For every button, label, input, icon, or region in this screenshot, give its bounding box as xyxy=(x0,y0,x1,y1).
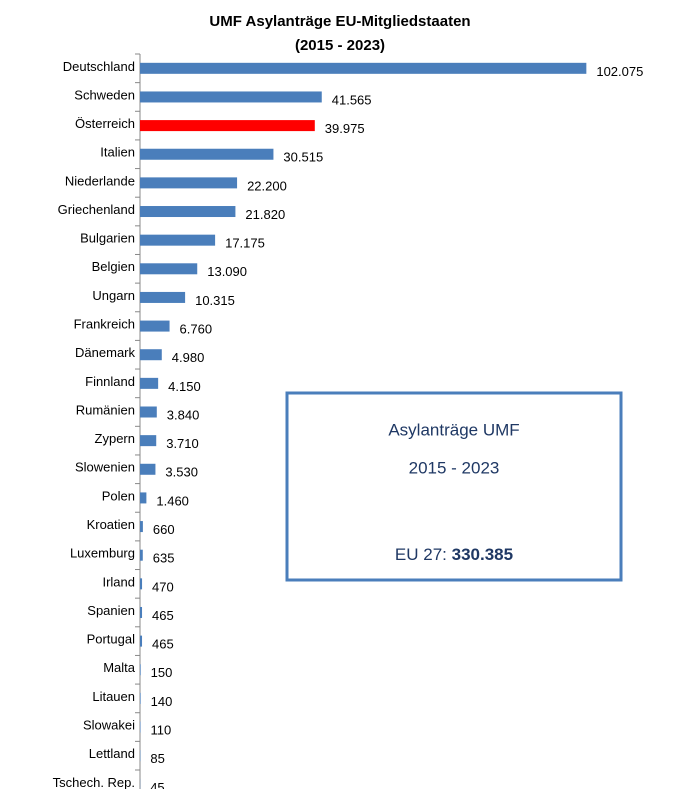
value-label: 17.175 xyxy=(225,236,265,251)
category-label: Finnland xyxy=(85,374,135,389)
bar xyxy=(140,606,143,618)
category-label: Polen xyxy=(102,488,135,503)
bar xyxy=(140,578,143,590)
value-label: 3.840 xyxy=(167,407,200,422)
chart-subtitle: (2015 - 2023) xyxy=(295,37,385,54)
value-label: 140 xyxy=(151,694,173,709)
category-label: Dänemark xyxy=(75,345,135,360)
bar xyxy=(140,148,274,160)
value-label: 1.460 xyxy=(156,493,189,508)
value-label: 39.975 xyxy=(325,121,365,136)
value-label: 10.315 xyxy=(195,293,235,308)
bar xyxy=(140,692,141,704)
value-label: 6.760 xyxy=(180,322,213,337)
category-label: Slowakei xyxy=(83,717,135,732)
annotation-box xyxy=(285,391,623,582)
value-label: 41.565 xyxy=(332,92,372,107)
chart-title: UMF Asylanträge EU-Mitgliedstaaten xyxy=(209,13,470,30)
category-label: Zypern xyxy=(95,431,135,446)
bar xyxy=(140,62,587,74)
category-label: Belgien xyxy=(92,259,135,274)
category-label: Ungarn xyxy=(92,288,135,303)
category-label: Irland xyxy=(102,574,135,589)
category-label: Tschech. Rep. xyxy=(53,775,135,789)
bar xyxy=(140,492,147,504)
category-label: Malta xyxy=(103,660,136,675)
category-label: Griechenland xyxy=(58,202,135,217)
value-label: 3.530 xyxy=(165,465,198,480)
value-label: 4.980 xyxy=(172,350,205,365)
category-label: Niederlande xyxy=(65,173,135,188)
annotation-line: 2015 - 2023 xyxy=(409,458,500,477)
value-label: 470 xyxy=(152,579,174,594)
value-label: 110 xyxy=(150,722,171,737)
value-label: 30.515 xyxy=(283,150,323,165)
category-label: Kroatien xyxy=(87,517,135,532)
value-label: 465 xyxy=(152,608,174,623)
value-label: 635 xyxy=(153,551,175,566)
category-label: Frankreich xyxy=(74,317,135,332)
bar xyxy=(140,91,322,103)
bar xyxy=(140,177,238,189)
bar xyxy=(140,234,216,246)
category-label: Slowenien xyxy=(75,460,135,475)
value-label: 13.090 xyxy=(207,264,247,279)
value-label: 660 xyxy=(153,522,175,537)
bar xyxy=(140,320,170,332)
bar xyxy=(140,435,157,447)
category-label: Spanien xyxy=(87,603,135,618)
bar xyxy=(140,521,143,533)
bar xyxy=(140,463,156,475)
value-label: 102.075 xyxy=(596,64,643,79)
value-label: 21.820 xyxy=(245,207,285,222)
category-label: Schweden xyxy=(74,87,135,102)
annotation-label: EU 27: xyxy=(395,545,452,564)
value-label: 4.150 xyxy=(168,379,201,394)
value-label: 45 xyxy=(150,780,164,789)
category-label: Litauen xyxy=(92,689,135,704)
bar xyxy=(140,120,315,132)
bar xyxy=(140,377,159,389)
value-label: 150 xyxy=(151,665,173,680)
annotation-total: EU 27: 330.385 xyxy=(395,545,513,564)
bar xyxy=(140,349,162,361)
value-label: 3.710 xyxy=(166,436,199,451)
bar xyxy=(140,206,236,218)
bar xyxy=(140,291,186,303)
value-label: 22.200 xyxy=(247,178,287,193)
bar xyxy=(140,664,141,676)
value-label: 465 xyxy=(152,637,174,652)
bar xyxy=(140,635,143,647)
bar xyxy=(140,406,157,418)
value-label: 85 xyxy=(150,751,164,766)
bar xyxy=(140,549,143,561)
category-label: Österreich xyxy=(75,116,135,131)
bar xyxy=(140,263,198,275)
category-label: Portugal xyxy=(87,632,136,647)
annotation-line: Asylanträge UMF xyxy=(388,420,519,439)
category-label: Rumänien xyxy=(76,402,135,417)
category-label: Luxemburg xyxy=(70,546,135,561)
category-label: Italien xyxy=(100,145,135,160)
annotation-value: 330.385 xyxy=(452,545,513,564)
category-label: Bulgarien xyxy=(80,231,135,246)
category-label: Deutschland xyxy=(63,59,135,74)
category-label: Lettland xyxy=(89,746,135,761)
